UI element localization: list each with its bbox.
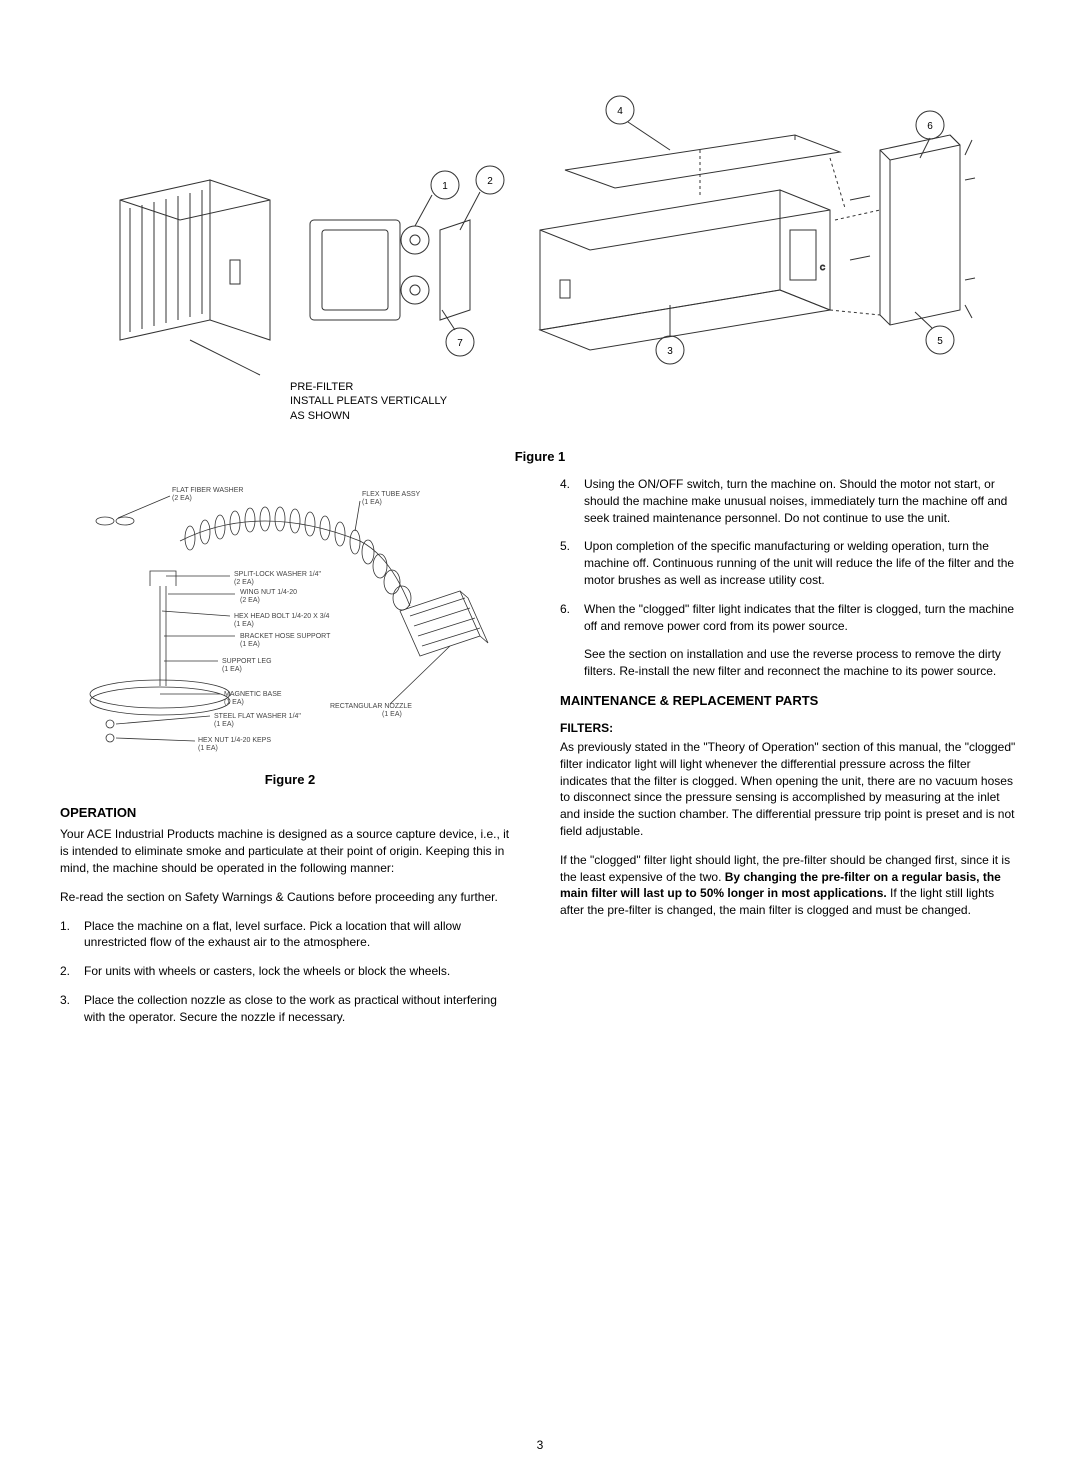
list-number: 2. bbox=[60, 963, 84, 980]
list-number: 6. bbox=[560, 601, 584, 635]
filters-paragraph-1: As previously stated in the "Theory of O… bbox=[560, 739, 1020, 840]
label-hex-nut-keps: HEX NUT 1/4-20 KEPS bbox=[198, 737, 271, 744]
operation-list: 1. Place the machine on a flat, level su… bbox=[60, 918, 520, 1026]
list-text: Place the machine on a flat, level surfa… bbox=[84, 918, 520, 952]
label-steel-flat-washer: STEEL FLAT WASHER 1/4" bbox=[214, 713, 301, 720]
operation-heading: OPERATION bbox=[60, 804, 520, 822]
callout-4: 4 bbox=[617, 106, 623, 117]
list-number: 4. bbox=[560, 476, 584, 526]
right-column: 4. Using the ON/OFF switch, turn the mac… bbox=[560, 476, 1020, 1038]
label-magnetic-base: MAGNETIC BASE bbox=[224, 691, 282, 698]
list-text: When the "clogged" filter light indicate… bbox=[584, 601, 1020, 635]
list-text: Place the collection nozzle as close to … bbox=[84, 992, 520, 1026]
operation-intro: Your ACE Industrial Products machine is … bbox=[60, 826, 520, 876]
label-flex-tube-qty: (1 EA) bbox=[362, 499, 382, 506]
see-section-para: See the section on installation and use … bbox=[584, 646, 1020, 680]
operation-item-2: 2. For units with wheels or casters, loc… bbox=[60, 963, 520, 980]
pre-filter-caption-line3: AS SHOWN bbox=[290, 409, 1020, 423]
label-hex-bolt: HEX HEAD BOLT 1/4-20 X 3/4 bbox=[234, 613, 330, 620]
list-number: 5. bbox=[560, 538, 584, 588]
label-rect-nozzle-qty: (1 EA) bbox=[382, 711, 402, 718]
operation-item-3: 3. Place the collection nozzle as close … bbox=[60, 992, 520, 1026]
label-flat-fiber-washer: FLAT FIBER WASHER bbox=[172, 487, 243, 494]
label-flex-tube: FLEX TUBE ASSY bbox=[362, 491, 421, 498]
label-magnetic-base-qty: (1 EA) bbox=[224, 699, 244, 706]
operation-list-continued: 4. Using the ON/OFF switch, turn the mac… bbox=[560, 476, 1020, 634]
callout-1: 1 bbox=[442, 181, 448, 192]
label-hex-bolt-qty: (1 EA) bbox=[234, 621, 254, 628]
label-split-lock-qty: (2 EA) bbox=[234, 579, 254, 586]
filters-subheading: FILTERS: bbox=[560, 720, 1020, 737]
list-text: For units with wheels or casters, lock t… bbox=[84, 963, 520, 980]
maintenance-heading: MAINTENANCE & REPLACEMENT PARTS bbox=[560, 692, 1020, 710]
operation-item-1: 1. Place the machine on a flat, level su… bbox=[60, 918, 520, 952]
label-wing-nut-qty: (2 EA) bbox=[240, 597, 260, 604]
figure-2-title: Figure 2 bbox=[60, 771, 520, 789]
label-rect-nozzle: RECTANGULAR NOZZLE bbox=[330, 703, 412, 710]
filters-paragraph-2: If the "clogged" filter light should lig… bbox=[560, 852, 1020, 919]
callout-3: 3 bbox=[667, 346, 673, 357]
label-bracket-hose: BRACKET HOSE SUPPORT bbox=[240, 633, 331, 640]
label-wing-nut: WING NUT 1/4-20 bbox=[240, 589, 297, 596]
label-hex-nut-keps-qty: (1 EA) bbox=[198, 745, 218, 752]
figure-1-diagram: C bbox=[60, 80, 1020, 400]
operation-item-5: 5. Upon completion of the specific manuf… bbox=[560, 538, 1020, 588]
operation-reread: Re-read the section on Safety Warnings &… bbox=[60, 889, 520, 906]
label-bracket-hose-qty: (1 EA) bbox=[240, 641, 260, 648]
label-support-leg-qty: (1 EA) bbox=[222, 666, 242, 673]
callout-2: 2 bbox=[487, 176, 493, 187]
operation-item-6: 6. When the "clogged" filter light indic… bbox=[560, 601, 1020, 635]
figure-1-title: Figure 1 bbox=[60, 448, 1020, 466]
label-support-leg: SUPPORT LEG bbox=[222, 658, 272, 665]
label-flat-fiber-washer-qty: (2 EA) bbox=[172, 495, 192, 502]
figure-2-diagram: FLAT FIBER WASHER (2 EA) FLEX TUBE ASSY … bbox=[60, 476, 520, 756]
left-column: FLAT FIBER WASHER (2 EA) FLEX TUBE ASSY … bbox=[60, 476, 520, 1038]
operation-item-4: 4. Using the ON/OFF switch, turn the mac… bbox=[560, 476, 1020, 526]
figure-1-svg: C bbox=[60, 80, 1020, 400]
list-number: 3. bbox=[60, 992, 84, 1026]
label-steel-flat-washer-qty: (1 EA) bbox=[214, 721, 234, 728]
label-split-lock: SPLIT-LOCK WASHER 1/4" bbox=[234, 571, 322, 578]
callout-7: 7 bbox=[457, 338, 463, 349]
callout-5: 5 bbox=[937, 336, 943, 347]
figure-2-svg: FLAT FIBER WASHER (2 EA) FLEX TUBE ASSY … bbox=[60, 476, 520, 756]
list-number: 1. bbox=[60, 918, 84, 952]
list-text: Upon completion of the specific manufact… bbox=[584, 538, 1020, 588]
callout-6: 6 bbox=[927, 121, 933, 132]
svg-text:C: C bbox=[820, 265, 825, 272]
page-number: 3 bbox=[537, 1437, 544, 1454]
list-text: Using the ON/OFF switch, turn the machin… bbox=[584, 476, 1020, 526]
